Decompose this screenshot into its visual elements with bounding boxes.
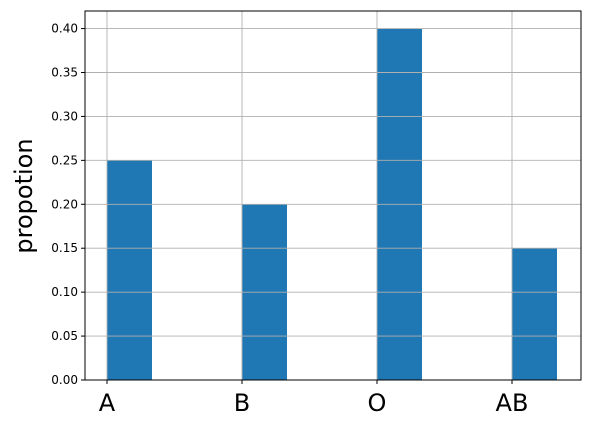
y-tick-label: 0.05 bbox=[51, 329, 78, 343]
y-axis-label: propotion bbox=[10, 138, 38, 253]
y-tick-label: 0.30 bbox=[51, 109, 78, 123]
y-tick-label: 0.40 bbox=[51, 22, 78, 36]
x-ticks: A B O AB bbox=[99, 380, 529, 417]
x-tick-label: O bbox=[368, 389, 387, 417]
plot-frame bbox=[84, 10, 582, 381]
plot-area bbox=[85, 11, 581, 380]
y-tick-label: 0.15 bbox=[51, 241, 78, 255]
y-tick-label: 0.35 bbox=[51, 66, 78, 80]
x-tick-label: AB bbox=[496, 389, 529, 417]
y-tick-label: 0.00 bbox=[51, 373, 78, 387]
y-ticks: 0.00 0.05 0.10 0.15 0.20 0.25 0.30 0.35 0.40 bbox=[51, 22, 85, 387]
x-tick-label: A bbox=[99, 389, 116, 417]
y-tick-label: 0.10 bbox=[51, 285, 78, 299]
y-tick-label: 0.20 bbox=[51, 197, 78, 211]
x-tick-label: B bbox=[234, 389, 250, 417]
bar-a bbox=[107, 160, 152, 380]
y-tick-label: 0.25 bbox=[51, 153, 78, 167]
bar-ab bbox=[512, 248, 557, 380]
